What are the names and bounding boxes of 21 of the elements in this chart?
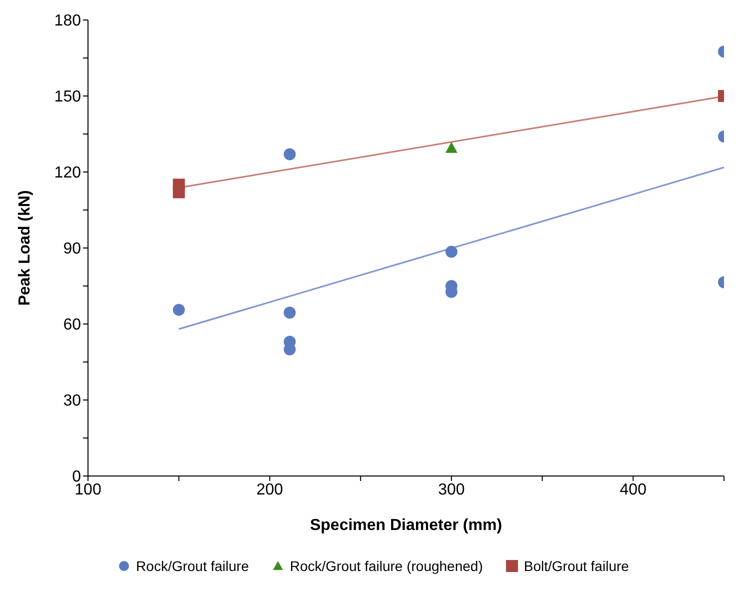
y-axis-title: Peak Load (kN) bbox=[16, 190, 34, 306]
x-tick-label: 200 bbox=[256, 481, 284, 498]
point bbox=[172, 186, 185, 198]
x-tick-label: 100 bbox=[74, 481, 102, 498]
x-axis-title: Specimen Diameter (mm) bbox=[310, 517, 502, 534]
y-tick-label: 90 bbox=[63, 240, 82, 258]
legend-label: Rock/Grout failure bbox=[135, 558, 249, 574]
point bbox=[172, 304, 185, 316]
point bbox=[284, 306, 296, 319]
legend-label: Bolt/Grout failure bbox=[522, 558, 629, 574]
point bbox=[445, 246, 458, 258]
point bbox=[445, 142, 458, 153]
legend-label: Rock/Grout failure (roughened) bbox=[288, 558, 483, 574]
x-tick-label: 300 bbox=[438, 481, 465, 498]
y-tick-label: 30 bbox=[63, 392, 82, 410]
y-tick-label: 150 bbox=[54, 88, 82, 106]
x-tick-label: 400 bbox=[620, 481, 647, 498]
point bbox=[284, 148, 296, 160]
y-tick-label: 180 bbox=[54, 12, 82, 30]
y-tick-label: 120 bbox=[54, 164, 82, 182]
y-tick-label: 60 bbox=[63, 316, 82, 334]
